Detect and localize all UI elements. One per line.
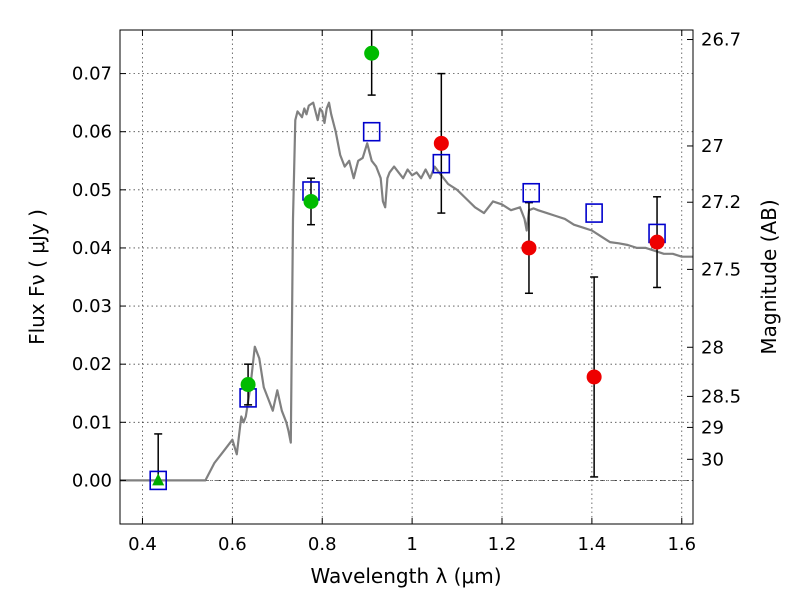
observed-flux-point <box>303 193 319 209</box>
observed-flux-point <box>649 234 665 250</box>
observed-flux-point <box>586 369 602 385</box>
right-tick-label: 28.5 <box>701 386 741 407</box>
plot-frame <box>119 29 694 525</box>
observed-flux-point <box>364 45 380 61</box>
spectrum-layer <box>120 101 693 482</box>
upper-limit-triangle <box>152 473 165 486</box>
tick-layer: 0.4 0.6 0.8 1 1.2 1.4 1.6 0.00 0.01 0.02 0.03 0.04 0… <box>72 30 741 555</box>
right-tick-label: 27.5 <box>701 259 741 280</box>
y-tick-label: 0.00 <box>72 470 112 491</box>
x-tick-label: 1.2 <box>488 534 517 555</box>
model-band-square <box>522 182 541 203</box>
observed-flux-point <box>240 377 256 393</box>
x-tick-label: 0.6 <box>218 534 247 555</box>
right-tick-label: 29 <box>701 417 724 438</box>
x-tick-label: 0.8 <box>308 534 337 555</box>
y-axis-title: Flux Fν ( μJy ) <box>25 209 49 345</box>
x-tick-label: 0.4 <box>128 534 157 555</box>
y-tick-label: 0.03 <box>72 296 112 317</box>
y-tick-label: 0.01 <box>72 412 112 433</box>
model-spectrum-line <box>120 101 693 482</box>
observed-flux-point <box>521 240 537 256</box>
right-tick-label: 26.7 <box>701 30 741 51</box>
y-tick-label: 0.06 <box>72 122 112 143</box>
x-axis-title: Wavelength λ (μm) <box>310 564 501 588</box>
x-tick-label: 1.4 <box>578 534 607 555</box>
x-tick-label: 1 <box>406 534 417 555</box>
right-tick-label: 27 <box>701 136 724 157</box>
y-tick-label: 0.02 <box>72 354 112 375</box>
y-tick-label: 0.04 <box>72 238 112 259</box>
y-tick-label: 0.07 <box>72 64 112 85</box>
right-axis-title: Magnitude (AB) <box>757 199 781 354</box>
grid-layer <box>120 30 693 524</box>
right-tick-label: 30 <box>701 449 724 470</box>
model-band-square <box>362 121 381 142</box>
y-tick-label: 0.05 <box>72 180 112 201</box>
model-band-square <box>149 470 167 491</box>
marker-layer <box>149 45 666 491</box>
right-tick-label: 28 <box>701 337 724 358</box>
model-band-square <box>432 153 451 174</box>
model-band-square <box>585 203 603 223</box>
right-tick-label: 27.2 <box>701 192 741 213</box>
observed-flux-point <box>433 135 449 151</box>
x-tick-label: 1.6 <box>667 534 696 555</box>
errorbar-layer <box>154 30 662 481</box>
